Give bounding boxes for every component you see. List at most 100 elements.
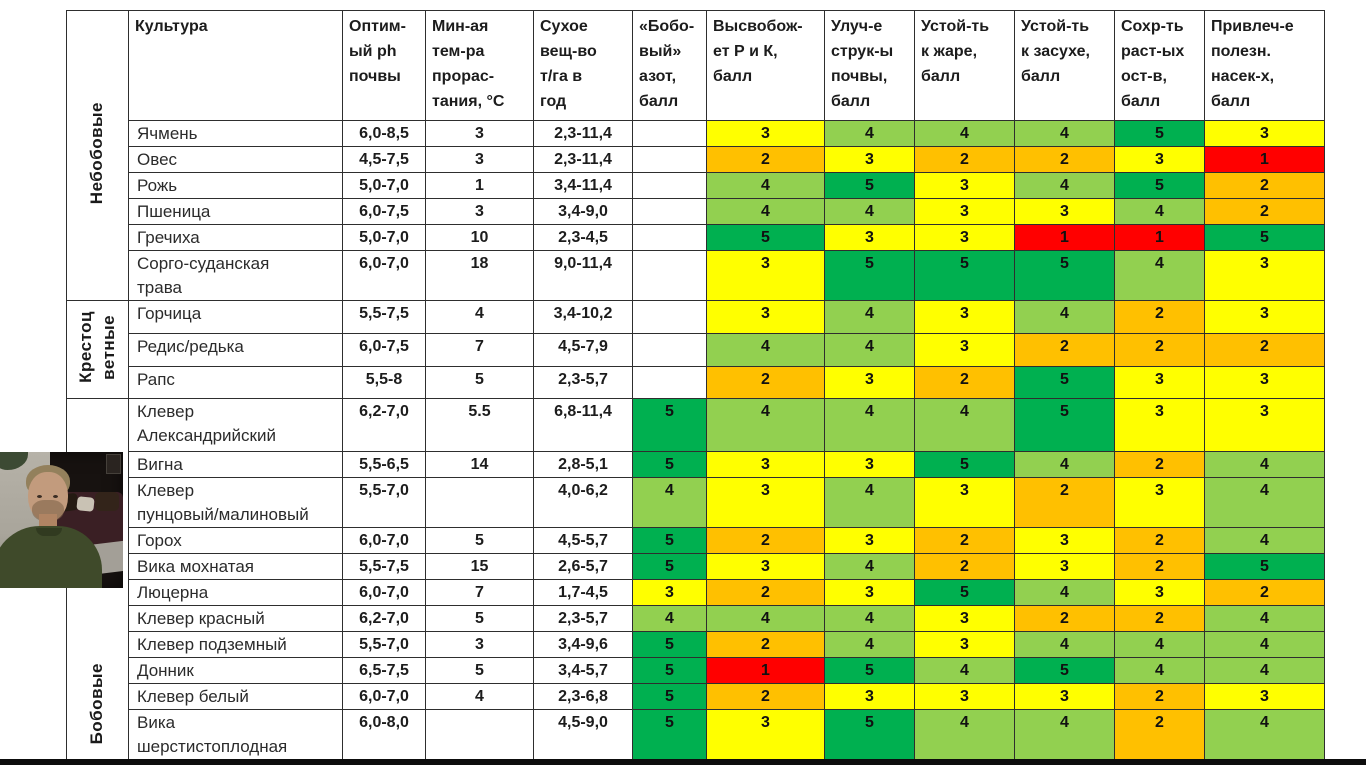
score-cell-1: 2: [706, 683, 825, 710]
score-cell-0: [632, 300, 707, 334]
presenter-eye: [37, 495, 42, 498]
score-cell-2: 4: [824, 300, 915, 334]
score-cell-6: 4: [1204, 451, 1325, 478]
score-cell-6: 3: [1204, 683, 1325, 710]
min-temp-cell: 4: [425, 683, 534, 710]
score-cell-5: 3: [1114, 579, 1205, 606]
score-cell-4: 4: [1014, 579, 1115, 606]
score-cell-6: 1: [1204, 146, 1325, 173]
score-cell-1: 5: [706, 224, 825, 251]
ph-cell: 6,0-7,0: [342, 527, 426, 554]
dry-matter-cell: 2,3-5,7: [533, 605, 633, 632]
ph-cell: 6,0-7,5: [342, 333, 426, 367]
min-temp-cell: 3: [425, 631, 534, 658]
culture-cell: Вика мохнатая: [128, 553, 343, 580]
dry-matter-cell: 3,4-10,2: [533, 300, 633, 334]
culture-cell: Клевер подземный: [128, 631, 343, 658]
dry-matter-cell: 2,3-11,4: [533, 120, 633, 147]
score-cell-4: 5: [1014, 250, 1115, 301]
score-cell-2: 5: [824, 172, 915, 199]
min-temp-cell: 10: [425, 224, 534, 251]
culture-cell: Клевер красный: [128, 605, 343, 632]
score-cell-4: 2: [1014, 605, 1115, 632]
ph-cell: 5,0-7,0: [342, 224, 426, 251]
score-cell-2: 3: [824, 366, 915, 399]
table-row: Клевер пунцовый/малиновый 5,5-7,0 4,0-6,2 4…: [67, 477, 1325, 528]
score-cell-3: 3: [914, 172, 1015, 199]
ph-cell: 5,5-7,0: [342, 477, 426, 528]
group-label-1: Крестоц ветные: [66, 300, 129, 399]
table-row: Клевер белый 6,0-7,0 4 2,3-6,8 5 2 3 3 3 2 3: [67, 683, 1325, 710]
score-cell-4: 5: [1014, 366, 1115, 399]
score-cell-1: 1: [706, 657, 825, 684]
table-row: Люцерна 6,0-7,0 7 1,7-4,5 3 2 3 5 4 3 2: [67, 579, 1325, 606]
column-header-1: Оптим- ый ph почвы: [342, 10, 426, 121]
culture-cell: Вика шерстистоплодная: [128, 709, 343, 760]
dry-matter-cell: 3,4-11,4: [533, 172, 633, 199]
score-cell-6: 3: [1204, 366, 1325, 399]
score-cell-5: 4: [1114, 657, 1205, 684]
score-cell-2: 4: [824, 333, 915, 367]
score-cell-1: 4: [706, 172, 825, 199]
score-cell-6: 2: [1204, 172, 1325, 199]
column-header-6: Улуч-е струк-ы почвы, балл: [824, 10, 915, 121]
culture-cell: Редис/редька: [128, 333, 343, 367]
score-cell-4: 3: [1014, 198, 1115, 225]
group-label-text: Бобовые: [87, 662, 107, 744]
min-temp-cell: 15: [425, 553, 534, 580]
table-row: Горох 6,0-7,0 5 4,5-5,7 5 2 3 2 3 2 4: [67, 527, 1325, 554]
score-cell-2: 4: [824, 398, 915, 452]
score-cell-4: 4: [1014, 451, 1115, 478]
dry-matter-cell: 3,4-9,6: [533, 631, 633, 658]
score-cell-2: 4: [824, 553, 915, 580]
score-cell-5: 2: [1114, 683, 1205, 710]
score-cell-4: 4: [1014, 300, 1115, 334]
score-cell-1: 2: [706, 527, 825, 554]
column-header-8: Устой-ть к засухе, балл: [1014, 10, 1115, 121]
score-cell-5: 3: [1114, 366, 1205, 399]
score-cell-6: 3: [1204, 250, 1325, 301]
score-cell-1: 3: [706, 300, 825, 334]
bottom-bar: [0, 759, 1366, 765]
culture-cell: Пшеница: [128, 198, 343, 225]
min-temp-cell: 5.5: [425, 398, 534, 452]
score-cell-3: 4: [914, 120, 1015, 147]
score-cell-0: [632, 366, 707, 399]
table-row: Пшеница 6,0-7,5 3 3,4-9,0 4 4 3 3 4 2: [67, 198, 1325, 225]
score-cell-3: 2: [914, 553, 1015, 580]
score-cell-3: 3: [914, 300, 1015, 334]
culture-cell: Люцерна: [128, 579, 343, 606]
group-label-text: Крестоц ветные: [75, 311, 118, 383]
score-cell-3: 3: [914, 477, 1015, 528]
score-cell-2: 3: [824, 527, 915, 554]
score-cell-1: 2: [706, 631, 825, 658]
score-cell-6: 4: [1204, 527, 1325, 554]
score-cell-5: 1: [1114, 224, 1205, 251]
score-cell-3: 3: [914, 224, 1015, 251]
score-cell-4: 1: [1014, 224, 1115, 251]
score-cell-0: [632, 333, 707, 367]
min-temp-cell: 18: [425, 250, 534, 301]
score-cell-3: 2: [914, 366, 1015, 399]
score-cell-5: 2: [1114, 451, 1205, 478]
score-cell-5: 4: [1114, 631, 1205, 658]
score-cell-3: 2: [914, 527, 1015, 554]
score-cell-3: 3: [914, 333, 1015, 367]
pillow: [95, 492, 119, 511]
ph-cell: 5,5-6,5: [342, 451, 426, 478]
score-cell-0: [632, 172, 707, 199]
ph-cell: 6,0-8,5: [342, 120, 426, 147]
score-cell-0: 5: [632, 683, 707, 710]
score-cell-3: 2: [914, 146, 1015, 173]
dry-matter-cell: 2,3-6,8: [533, 683, 633, 710]
score-cell-4: 2: [1014, 146, 1115, 173]
dry-matter-cell: 2,3-4,5: [533, 224, 633, 251]
score-cell-6: 3: [1204, 120, 1325, 147]
ph-cell: 6,0-7,0: [342, 250, 426, 301]
score-cell-5: 5: [1114, 120, 1205, 147]
score-cell-4: 3: [1014, 683, 1115, 710]
score-cell-6: 5: [1204, 553, 1325, 580]
score-cell-5: 3: [1114, 477, 1205, 528]
ph-cell: 6,2-7,0: [342, 605, 426, 632]
score-cell-5: 5: [1114, 172, 1205, 199]
